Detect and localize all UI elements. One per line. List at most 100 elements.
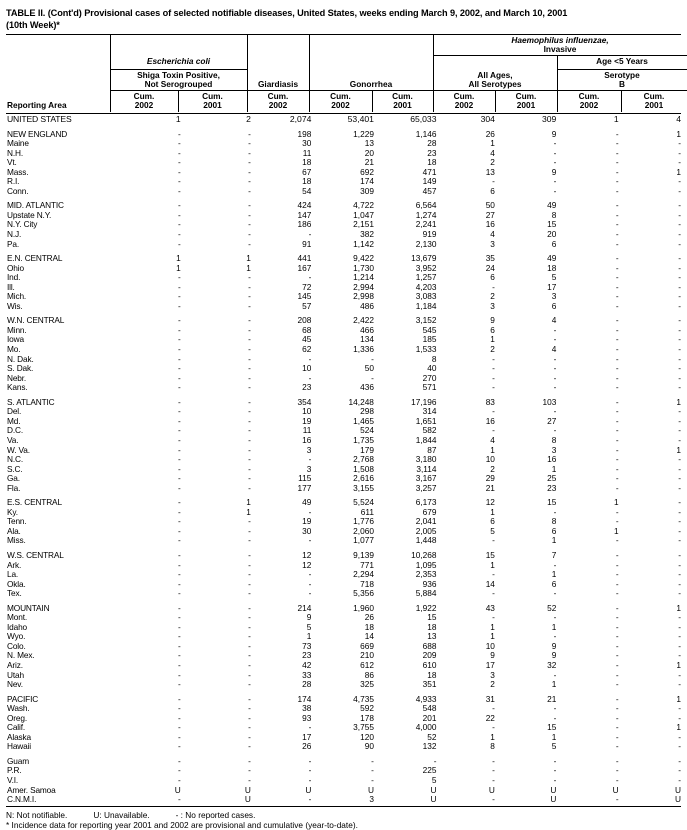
row-value-col6: 10 [485,640,495,651]
row-area-label: Va. [7,434,19,445]
row-value-col1: - [177,344,181,355]
row-area-label: Upstate N.Y. [7,209,52,220]
row-value-col4: 26 [364,612,374,623]
row-value-col8: 1 [614,525,619,536]
row-value-col7: 7 [551,549,557,560]
row-area-label: E.N. CENTRAL [7,253,63,264]
row-value-col7: - [553,382,557,393]
row-value-col8: - [615,516,619,527]
row-value-col7: - [553,588,557,599]
row-value-col4: 1,508 [353,463,374,474]
header-rule-cum-over [110,90,687,91]
row-value-col9: - [678,588,681,599]
row-value-col2: - [248,731,251,742]
row-value-col2: - [248,425,251,436]
row-value-col2: - [248,482,251,493]
table-row: Tex. - - - 5,356 5,884 - - - - [6,589,681,599]
row-value-col2: - [248,722,251,733]
row-area-label: P.R. [7,765,22,776]
row-area-label: Ala. [7,525,21,536]
row-area-label: Idaho [7,621,28,632]
row-value-col1: - [177,229,181,240]
row-value-col1: - [177,272,181,283]
row-value-col4: 1,735 [353,434,374,445]
row-value-col8: - [615,712,619,723]
row-value-col2: - [248,650,251,661]
row-value-col7: 32 [547,659,557,670]
row-value-col4: 1,465 [353,415,374,426]
row-value-col2: - [248,128,251,139]
table-rows: UNITED STATES 1 2 2,074 53,401 65,033 304 309 1 4… [6,114,681,805]
table-row: Utah - - 33 86 18 3 - - - [6,669,681,681]
row-area-label: Kans. [7,382,28,393]
table-row: Ala. - - 30 2,060 2,005 5 6 1 - [6,525,681,537]
table-row: W.S. CENTRAL - - 12 9,139 10,268 15 7 - - [6,549,681,561]
row-value-col1: - [177,209,181,220]
row-value-col3: - [308,353,312,364]
row-value-col9: - [678,315,681,326]
row-value-col3: 186 [297,219,312,230]
row-value-col4: 120 [360,731,374,742]
row-value-col5: 351 [422,679,437,690]
table-row: Vt. - - 18 21 18 2 - - - [6,158,681,168]
table-row: Nev. - - 28 325 351 2 1 - - [6,680,681,690]
row-value-col9: - [678,731,681,742]
table-bottom-rule [6,805,681,807]
row-value-col7: - [553,559,557,570]
row-value-col8: - [615,631,619,642]
row-value-col6: 1 [490,506,495,517]
header-vrule-3 [247,35,248,112]
row-value-col2: - [248,473,251,484]
row-value-col3: - [308,372,312,383]
row-value-col3: - [308,765,312,776]
row-area-label: Mass. [7,166,29,177]
table-header: Escherichia coli Shiga Toxin Positive, N… [6,34,687,113]
table-row: Calif. - - - 3,755 4,000 - 15 - 1 [6,723,681,733]
row-value-col4: 1,229 [353,128,374,139]
row-value-col9: - [678,679,681,690]
row-value-col5: 28 [427,138,437,149]
table-body-wrap: UNITED STATES 1 2 2,074 53,401 65,033 304 309 1 4… [6,113,681,805]
row-area-label: S. ATLANTIC [7,396,55,407]
row-area-label: Colo. [7,640,26,651]
row-value-col1: - [177,506,181,517]
row-value-col2: - [248,219,251,230]
row-value-col4: 771 [360,559,374,570]
row-value-col1: - [177,200,181,211]
row-value-col8: - [615,372,619,383]
row-value-col2: - [248,353,251,364]
row-value-col2: - [248,176,251,187]
row-value-col8: - [615,291,619,302]
row-value-col3: 11 [302,147,312,158]
row-value-col8: - [615,363,619,374]
table-row: V.I. - - - - 5 - - - - [6,775,681,786]
row-value-col4: 5,356 [353,588,374,599]
row-value-col8: - [615,157,619,168]
row-value-col5: 457 [422,185,437,196]
table-row: MOUNTAIN - - 214 1,960 1,922 43 52 - 1 [6,603,681,614]
row-value-col4: 436 [360,382,374,393]
row-value-col3: 17 [302,731,312,742]
row-value-col8: - [615,679,619,690]
row-value-col2: 1 [246,262,251,273]
row-value-col6: U [488,784,495,795]
row-area-label: Mont. [7,612,28,623]
row-value-col9: - [678,281,681,292]
row-value-col7: 5 [551,272,557,283]
row-value-col6: 13 [485,166,495,177]
row-value-col5: 4,000 [415,722,437,733]
row-value-col9: - [678,200,681,211]
row-value-col8: - [615,253,619,264]
row-value-col5: 5 [431,775,437,785]
row-value-col1: - [177,353,181,364]
row-value-col4: 178 [360,712,374,723]
row-area-label: Nev. [7,679,23,690]
row-value-col6: 50 [485,200,495,211]
row-value-col4: 4,722 [353,200,374,211]
row-value-col4: U [367,784,374,795]
row-value-col9: - [678,559,681,570]
row-value-col1: - [177,157,181,168]
row-value-col3: 33 [302,669,312,680]
row-value-col5: 209 [422,650,437,661]
table-row: Fla. - - 177 3,155 3,257 21 23 - - [6,482,681,494]
